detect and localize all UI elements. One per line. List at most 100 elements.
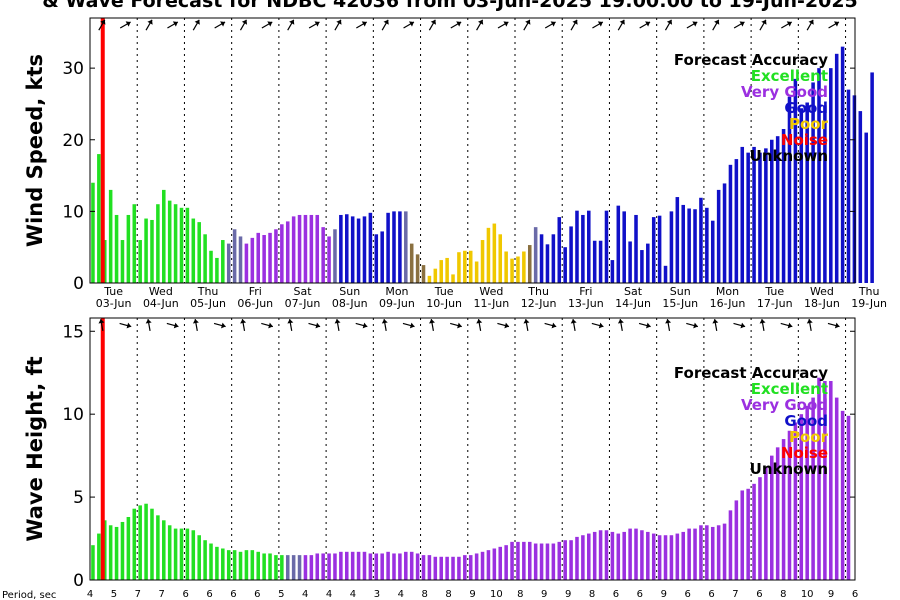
bar	[268, 232, 272, 283]
bar	[728, 164, 733, 283]
legend-item: Unknown	[750, 147, 828, 165]
direction-arrow	[476, 318, 483, 332]
direction-arrow	[287, 19, 295, 31]
bar	[339, 214, 343, 283]
bar	[215, 546, 219, 580]
bar	[102, 240, 107, 283]
date-label: 11-Jun	[473, 297, 509, 310]
day-of-week-label: Sun	[670, 285, 691, 298]
bar	[663, 265, 668, 283]
bar	[203, 234, 207, 283]
bar	[421, 555, 426, 580]
period-value: 10	[801, 589, 814, 600]
bar	[102, 520, 107, 580]
bar	[132, 204, 137, 283]
bar	[162, 189, 166, 283]
legend-item: Very Good	[741, 83, 828, 101]
direction-arrow	[214, 21, 226, 29]
direction-arrow	[686, 21, 698, 29]
legend-item: Very Good	[741, 396, 828, 414]
legend-item: Noise	[781, 131, 828, 149]
bar	[185, 528, 190, 580]
direction-arrow	[664, 19, 673, 31]
direction-arrow	[780, 322, 793, 329]
bar	[179, 528, 184, 580]
direction-arrow	[145, 318, 152, 332]
legend-item: Excellent	[751, 380, 828, 398]
bar	[752, 146, 756, 283]
direction-arrow	[733, 21, 745, 29]
bar	[569, 226, 573, 283]
direction-arrow	[239, 19, 248, 31]
bar	[840, 410, 845, 580]
bar	[409, 243, 414, 283]
bar	[764, 148, 768, 283]
bar	[504, 251, 508, 283]
bar	[710, 220, 715, 283]
bar	[764, 467, 768, 580]
direction-arrow	[827, 322, 840, 329]
bar	[392, 553, 396, 580]
y-tick-label: 5	[73, 488, 84, 508]
bar	[321, 227, 325, 283]
bar	[575, 536, 579, 580]
bar	[533, 543, 538, 580]
bar	[628, 241, 632, 283]
direction-arrow	[570, 19, 578, 31]
direction-arrow	[167, 21, 179, 29]
period-value: 6	[684, 589, 690, 600]
bar	[463, 250, 467, 283]
bar	[681, 531, 685, 580]
bar	[669, 535, 674, 580]
bar	[587, 533, 591, 580]
bar	[173, 528, 178, 580]
period-value: 4	[350, 589, 356, 600]
direction-arrow	[381, 318, 388, 332]
direction-arrow	[617, 19, 625, 31]
bar	[527, 541, 532, 580]
bar	[510, 258, 514, 283]
bar	[722, 523, 727, 580]
bar	[746, 152, 750, 283]
bar	[510, 541, 514, 580]
bar	[793, 422, 798, 580]
period-value: 7	[159, 589, 165, 600]
bar	[799, 108, 804, 283]
bar	[256, 551, 260, 580]
bar	[256, 232, 260, 283]
direction-arrow	[806, 318, 813, 332]
bar	[445, 257, 449, 283]
bar	[663, 535, 668, 580]
bar	[197, 535, 201, 580]
bar	[581, 214, 585, 283]
day-of-week-label: Fri	[579, 285, 592, 298]
date-label: 12-Jun	[521, 297, 557, 310]
period-value: 6	[708, 589, 714, 600]
bar	[716, 189, 721, 283]
direction-arrow	[429, 318, 435, 332]
bar	[457, 556, 461, 580]
day-of-week-label: Wed	[810, 285, 834, 298]
bar	[451, 556, 455, 580]
day-of-week-label: Tue	[764, 285, 784, 298]
bar	[350, 551, 355, 580]
bar	[628, 528, 632, 580]
date-label: 04-Jun	[143, 297, 179, 310]
period-value: 9	[565, 589, 571, 600]
date-label: 03-Jun	[96, 297, 132, 310]
direction-arrow	[240, 318, 247, 332]
day-of-week-label: Sat	[624, 285, 643, 298]
bar	[734, 159, 739, 283]
bar	[610, 531, 615, 580]
bar	[362, 216, 367, 283]
bar	[746, 488, 750, 580]
bar	[144, 218, 148, 283]
bar	[327, 553, 331, 580]
direction-arrow	[355, 322, 368, 329]
direction-arrow	[712, 19, 720, 31]
bar	[522, 541, 526, 580]
period-value: 9	[828, 589, 834, 600]
bar	[781, 129, 786, 283]
bar	[297, 555, 302, 580]
bar	[533, 227, 538, 283]
